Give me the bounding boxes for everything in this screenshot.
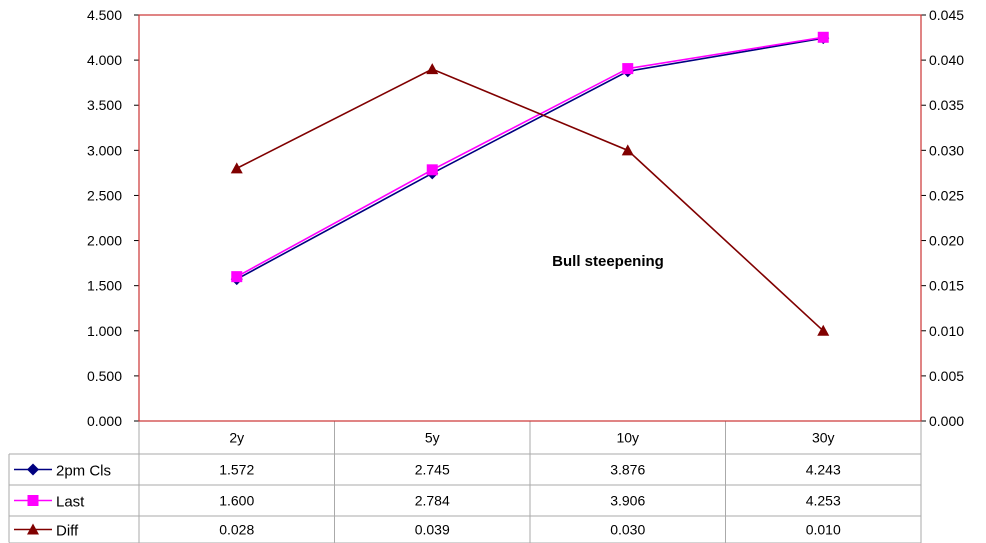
left-axis-tick-label: 3.000 bbox=[87, 142, 122, 158]
table-cell-2pm-cls: 4.243 bbox=[806, 462, 841, 478]
legend-label-diff: Diff bbox=[56, 523, 79, 540]
left-axis-tick-label: 3.500 bbox=[87, 97, 122, 113]
data-point-last bbox=[622, 63, 634, 75]
right-axis-tick-label: 0.025 bbox=[929, 187, 964, 203]
data-point-diff bbox=[621, 144, 634, 156]
right-axis-tick-label: 0.045 bbox=[929, 7, 964, 23]
data-point-diff bbox=[817, 324, 830, 336]
table-cell-2pm-cls: 1.572 bbox=[219, 462, 254, 478]
x-category-label: 30y bbox=[812, 430, 835, 446]
right-axis-tick-label: 0.015 bbox=[929, 278, 964, 294]
x-category-label: 2y bbox=[229, 430, 244, 446]
x-category-label: 10y bbox=[616, 430, 639, 446]
plot-area bbox=[138, 14, 922, 422]
left-axis-tick-label: 2.000 bbox=[87, 233, 122, 249]
data-point-diff bbox=[230, 162, 243, 174]
table-cell-last: 1.600 bbox=[219, 493, 254, 509]
table-cell-2pm-cls: 2.745 bbox=[415, 462, 450, 478]
right-axis-tick-label: 0.035 bbox=[929, 97, 964, 113]
legend-label-2pm-cls: 2pm Cls bbox=[56, 463, 111, 480]
x-category-label: 5y bbox=[425, 430, 440, 446]
left-axis-tick-label: 2.500 bbox=[87, 187, 122, 203]
table-cell-last: 3.906 bbox=[610, 493, 645, 509]
table-cell-diff: 0.030 bbox=[610, 522, 645, 538]
table-cell-diff: 0.039 bbox=[415, 522, 450, 538]
data-table: 2y 5y 10y 30y 2pm Cls 1.572 2.745 3.876 4.243 Las… bbox=[8, 420, 922, 543]
right-axis-tick-label: 0.020 bbox=[929, 233, 964, 249]
axes: 0.000 0.500 1.000 1.500 2.000 2.500 3.000 3.500… bbox=[87, 7, 964, 429]
legend-label-last: Last bbox=[56, 494, 85, 511]
right-axis-tick-label: 0.005 bbox=[929, 368, 964, 384]
table-cell-last: 4.253 bbox=[806, 493, 841, 509]
right-axis-tick-label: 0.000 bbox=[929, 413, 964, 429]
data-point-last bbox=[426, 164, 438, 176]
left-axis-tick-label: 0.000 bbox=[87, 413, 122, 429]
right-axis-tick-label: 0.030 bbox=[929, 142, 964, 158]
table-cell-diff: 0.010 bbox=[806, 522, 841, 538]
left-axis-tick-label: 0.500 bbox=[87, 368, 122, 384]
legend-key-marker-2pm-cls bbox=[27, 463, 39, 476]
left-axis-tick-label: 4.000 bbox=[87, 52, 122, 68]
data-point-diff bbox=[426, 63, 439, 75]
table-cell-2pm-cls: 3.876 bbox=[610, 462, 645, 478]
legend-key-marker-last bbox=[27, 495, 39, 506]
series-line-last bbox=[236, 36, 824, 278]
plot-border bbox=[138, 14, 922, 422]
series-line-2pm-cls bbox=[236, 37, 824, 280]
data-point-last bbox=[817, 31, 829, 43]
chart-annotation: Bull steepening bbox=[552, 253, 664, 270]
legend-key-marker-diff bbox=[27, 523, 39, 535]
right-axis-tick-label: 0.040 bbox=[929, 52, 964, 68]
left-axis-tick-label: 1.000 bbox=[87, 323, 122, 339]
table-cell-diff: 0.028 bbox=[219, 522, 254, 538]
data-point-last bbox=[231, 271, 243, 283]
left-axis-tick-label: 4.500 bbox=[87, 7, 122, 23]
left-axis-tick-label: 1.500 bbox=[87, 278, 122, 294]
right-axis-tick-label: 0.010 bbox=[929, 323, 964, 339]
series-line-diff bbox=[236, 68, 824, 332]
table-cell-last: 2.784 bbox=[415, 493, 450, 509]
